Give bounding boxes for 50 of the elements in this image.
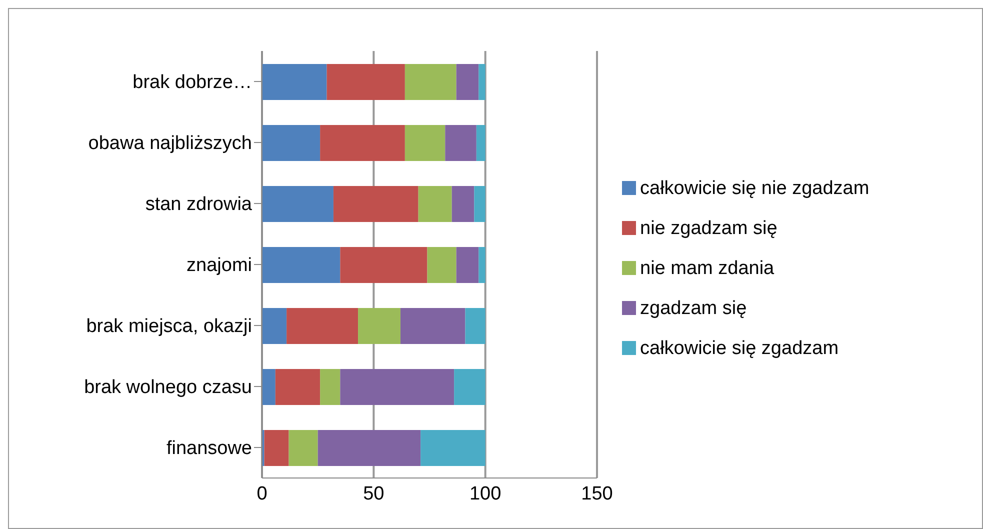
bar	[262, 186, 334, 222]
bar	[262, 64, 327, 100]
bar	[262, 247, 340, 283]
bar	[286, 308, 358, 344]
x-tick-label: 100	[469, 483, 502, 504]
bar	[275, 369, 320, 405]
bar	[454, 369, 486, 405]
x-tick-label: 50	[363, 483, 384, 504]
bar	[478, 64, 486, 100]
bar	[474, 186, 486, 222]
y-tick-label: brak dobrze…	[132, 72, 252, 94]
legend-label: całkowicie się nie zgadzam	[640, 178, 870, 198]
y-tick-label: finansowe	[166, 438, 252, 460]
x-tick-label: 0	[256, 483, 268, 504]
bar	[320, 125, 405, 161]
y-tick-label: brak miejsca, okazji	[86, 316, 252, 338]
bar	[262, 308, 287, 344]
legend-label: zgadzam się	[640, 298, 747, 318]
x-tick-label: 150	[581, 483, 613, 504]
bar	[456, 64, 479, 100]
bar	[465, 308, 486, 344]
bar	[320, 369, 340, 405]
bar	[445, 125, 476, 161]
y-tick-label: stan zdrowia	[145, 194, 252, 216]
bar	[318, 430, 421, 466]
bar	[420, 430, 486, 466]
bar	[400, 308, 466, 344]
bar	[340, 369, 454, 405]
bar	[264, 430, 289, 466]
legend-label: nie zgadzam się	[640, 218, 778, 238]
bar	[478, 247, 486, 283]
bar	[333, 186, 418, 222]
bar	[427, 247, 456, 283]
bar	[404, 64, 456, 100]
bar	[452, 186, 474, 222]
legend-label: nie mam zdania	[640, 258, 774, 278]
bar	[476, 125, 486, 161]
bar	[288, 430, 318, 466]
bar	[262, 125, 320, 161]
y-tick-label: obawa najbliższych	[88, 133, 252, 154]
bar	[418, 186, 452, 222]
bar	[326, 64, 405, 100]
bar	[456, 247, 479, 283]
bar	[340, 247, 428, 283]
bar	[404, 125, 446, 161]
bar	[262, 369, 276, 405]
bar	[358, 308, 400, 344]
y-tick-label: brak wolnego czasu	[84, 377, 252, 398]
y-tick-label: znajomi	[186, 255, 252, 276]
legend-label: całkowicie się zgadzam	[640, 338, 839, 358]
